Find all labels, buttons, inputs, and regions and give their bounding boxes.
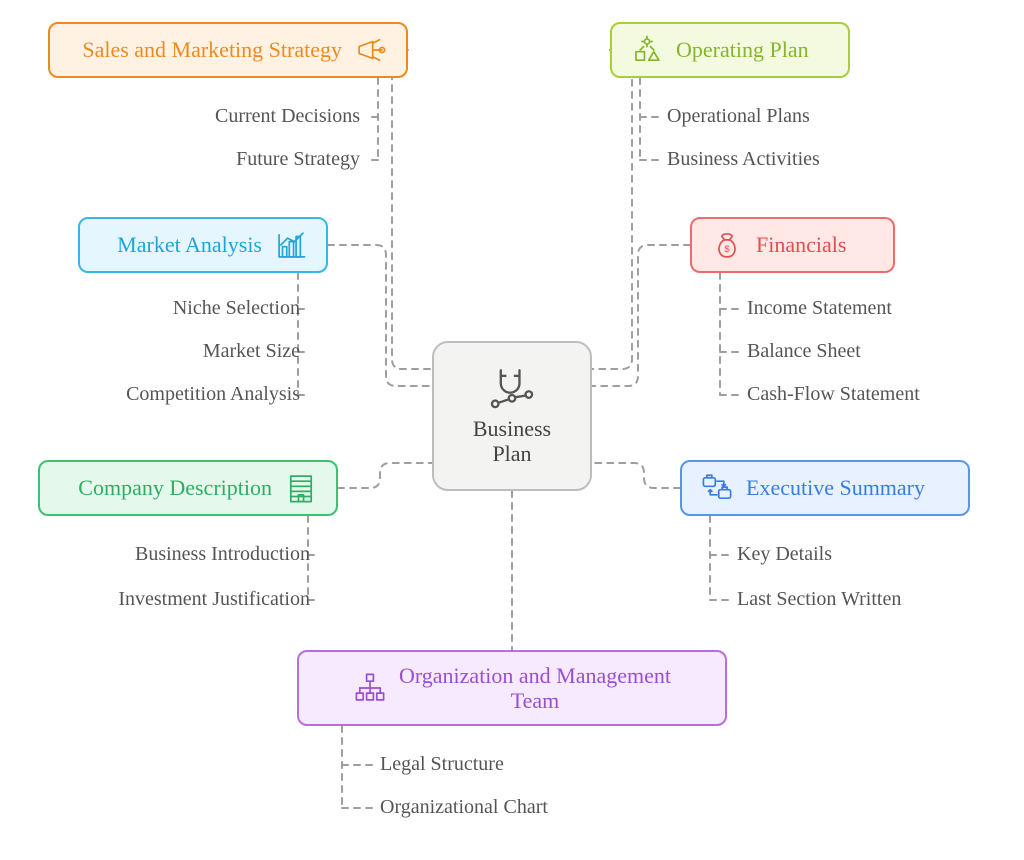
org-management-sub-1: Organizational Chart (380, 796, 548, 819)
center-node: BusinessPlan (432, 341, 592, 491)
financials-sub-1: Balance Sheet (747, 340, 861, 363)
financials-label: Financials (756, 232, 846, 257)
executive-summary-icon (700, 471, 734, 505)
branch-org-management: Organization and ManagementTeam (297, 650, 727, 726)
executive-summary-label: Executive Summary (746, 475, 925, 500)
financials-sub-0: Income Statement (747, 297, 892, 320)
operating-plan-icon (630, 33, 664, 67)
org-management-label: Organization and ManagementTeam (399, 663, 671, 714)
sales-marketing-sub-1: Future Strategy (236, 148, 360, 171)
executive-summary-sub-1: Last Section Written (737, 588, 901, 611)
executive-summary-sub-0: Key Details (737, 543, 832, 566)
operating-plan-sub-0: Operational Plans (667, 105, 810, 128)
branch-financials: $ Financials (690, 217, 895, 273)
branch-sales-marketing: Sales and Marketing Strategy (48, 22, 408, 78)
company-description-sub-0: Business Introduction (135, 543, 310, 566)
branch-executive-summary: Executive Summary (680, 460, 970, 516)
sales-marketing-label: Sales and Marketing Strategy (82, 37, 342, 62)
branch-company-description: Company Description (38, 460, 338, 516)
market-analysis-sub-1: Market Size (203, 340, 300, 363)
operating-plan-label: Operating Plan (676, 37, 809, 62)
company-description-icon (284, 471, 318, 505)
business-plan-icon (484, 366, 540, 410)
sales-marketing-icon (354, 33, 388, 67)
market-analysis-label: Market Analysis (117, 232, 262, 257)
branch-operating-plan: Operating Plan (610, 22, 850, 78)
market-analysis-sub-0: Niche Selection (173, 297, 300, 320)
mindmap-stage: BusinessPlan Sales and Marketing Strategy… (0, 0, 1024, 860)
org-management-sub-0: Legal Structure (380, 753, 504, 776)
financials-sub-2: Cash-Flow Statement (747, 383, 920, 406)
financials-icon: $ (710, 228, 744, 262)
market-analysis-icon (274, 228, 308, 262)
sales-marketing-sub-0: Current Decisions (215, 105, 360, 128)
center-label: BusinessPlan (473, 416, 551, 467)
operating-plan-sub-1: Business Activities (667, 148, 820, 171)
svg-text:$: $ (724, 244, 730, 254)
branch-market-analysis: Market Analysis (78, 217, 328, 273)
company-description-label: Company Description (78, 475, 272, 500)
org-management-icon (353, 671, 387, 705)
company-description-sub-1: Investment Justification (118, 588, 310, 611)
market-analysis-sub-2: Competition Analysis (126, 383, 300, 406)
